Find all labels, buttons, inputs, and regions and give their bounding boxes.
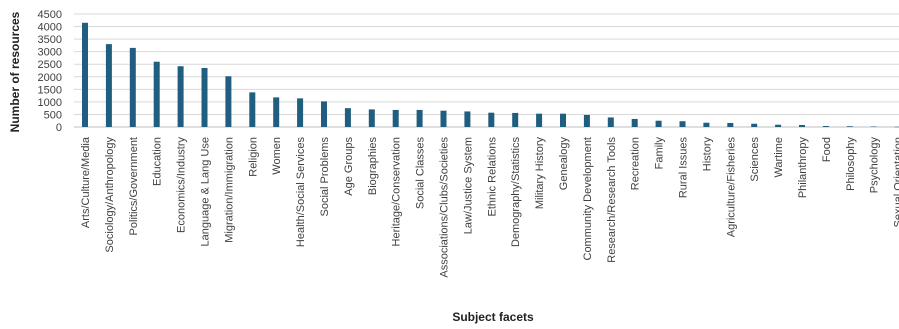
bar <box>464 111 471 127</box>
bar <box>607 117 614 127</box>
bar <box>273 97 280 127</box>
bar <box>536 113 543 127</box>
x-tick-label: Heritage/Conservation <box>391 137 403 246</box>
x-tick-label: Demography/Statistics <box>510 137 522 248</box>
x-tick-label: Philosophy <box>845 137 857 191</box>
y-tick-label: 1000 <box>38 97 62 109</box>
x-tick-label: Arts/Culture/Media <box>80 136 92 228</box>
x-tick-label: Language & Lang Use <box>200 137 212 246</box>
bar <box>512 112 519 127</box>
x-tick-label: Sexual Orientation <box>893 137 899 228</box>
bar <box>177 66 184 127</box>
bar <box>560 113 566 127</box>
x-tick-label: Social Classes <box>415 137 427 210</box>
x-tick-label: Women <box>271 137 283 175</box>
y-axis-title: Number of resources <box>8 11 22 132</box>
x-tick-label: History <box>701 137 713 172</box>
bar <box>416 109 423 127</box>
x-tick-label: Military History <box>534 137 546 210</box>
x-tick-label: Ethnic Relations <box>486 137 498 217</box>
x-tick-label: Law/Justice System <box>462 137 474 234</box>
y-tick-label: 0 <box>56 122 62 134</box>
x-tick-label: Age Groups <box>343 137 355 196</box>
x-tick-label: Community Development <box>582 137 594 261</box>
bar <box>894 126 899 128</box>
gridlines <box>74 13 899 128</box>
bar <box>775 124 782 127</box>
bar <box>82 22 88 128</box>
bars <box>82 22 899 128</box>
bar <box>655 120 662 127</box>
bar <box>321 101 327 127</box>
x-tick-label: Biographies <box>367 137 379 196</box>
x-axis-title: Subject facets <box>452 310 534 324</box>
bar <box>799 124 805 127</box>
y-tick-label: 2500 <box>38 59 62 71</box>
y-tick-label: 2000 <box>38 72 62 84</box>
bar <box>870 126 877 127</box>
y-tick-label: 3500 <box>38 34 62 46</box>
x-tick-label: Psychology <box>869 137 881 194</box>
y-tick-label: 4000 <box>38 22 62 34</box>
x-tick-label: Health/Social Services <box>295 137 307 248</box>
x-tick-label: Economics/Industry <box>176 137 188 233</box>
y-tick-label: 4500 <box>38 9 62 21</box>
x-tick-label: Sociology/Anthropology <box>104 137 116 253</box>
x-tick-label: Sciences <box>749 137 761 182</box>
x-tick-label: Research/Research Tools <box>606 137 618 263</box>
x-tick-label: Philanthropy <box>797 137 809 199</box>
bar <box>297 98 304 127</box>
bar <box>751 123 758 127</box>
bar <box>703 122 710 127</box>
bar <box>249 92 256 127</box>
bar <box>105 44 112 128</box>
x-tick-label: Religion <box>247 137 259 177</box>
x-tick-label: Associations/Clubs/Societies <box>439 137 451 278</box>
bar <box>344 108 351 127</box>
x-tick-label: Politics/Government <box>128 137 140 235</box>
bar <box>225 76 232 127</box>
x-tick-label: Education <box>152 137 164 186</box>
x-tick-label: Rural Issues <box>678 137 690 199</box>
y-tick-label: 3000 <box>38 47 62 59</box>
x-tick-label: Food <box>821 137 833 162</box>
y-tick-label: 1500 <box>38 84 62 96</box>
bar <box>368 109 375 127</box>
bar <box>201 67 208 127</box>
x-tick-label: Recreation <box>630 137 642 190</box>
bar <box>679 121 686 127</box>
bar <box>129 47 136 127</box>
x-axis-ticks: Arts/Culture/Media Sociology/Anthropology… <box>80 136 899 278</box>
x-tick-label: Genealogy <box>558 137 570 191</box>
bar <box>631 118 638 127</box>
bar <box>153 61 160 127</box>
bar <box>727 122 734 127</box>
x-tick-label: Family <box>654 137 666 170</box>
y-tick-label: 500 <box>44 109 62 121</box>
x-tick-label: Agriculture/Fisheries <box>725 137 737 238</box>
bar <box>846 126 853 127</box>
x-tick-label: Wartime <box>773 137 785 178</box>
bar <box>392 109 399 127</box>
x-tick-label: Migration/Immigration <box>223 137 235 243</box>
x-tick-label: Social Problems <box>319 137 331 217</box>
bar <box>583 114 590 127</box>
bar <box>822 125 829 127</box>
bar <box>488 112 495 127</box>
bar <box>440 110 447 127</box>
